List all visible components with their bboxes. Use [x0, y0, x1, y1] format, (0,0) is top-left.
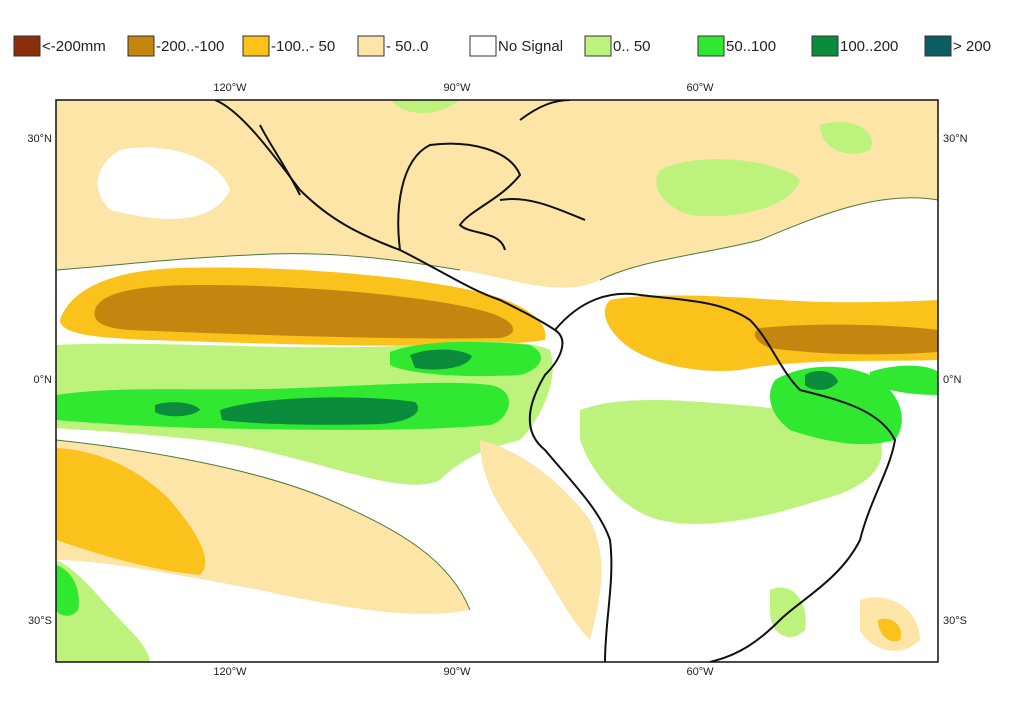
latitude-label: 0°N [34, 374, 53, 386]
wet-region [390, 100, 460, 114]
legend-swatch [469, 35, 497, 57]
dry-region [56, 448, 206, 575]
longitude-label: 120°W [213, 666, 247, 678]
contour [56, 253, 461, 271]
latitude-label: 0°N [943, 374, 962, 386]
latitude-label: 30°S [943, 615, 967, 627]
map-frame [55, 99, 939, 663]
wet-region [820, 121, 872, 154]
legend-label: 100..200 [840, 38, 898, 55]
latitude-label: 30°N [943, 133, 968, 145]
longitude-label: 90°W [443, 666, 471, 678]
coastline [214, 100, 613, 662]
legend-label: > 200 [953, 38, 991, 55]
legend-swatch [357, 35, 385, 57]
very-dry-region [754, 324, 938, 355]
dry-region [56, 440, 470, 614]
latitude-label: 30°S [28, 615, 52, 627]
longitude-label: 90°W [443, 82, 471, 94]
dry-region [480, 440, 602, 640]
legend-label: -100..- 50 [271, 38, 335, 55]
contour [56, 439, 471, 611]
coastline [554, 292, 897, 662]
wet-region [56, 560, 150, 662]
legend-label: -200..-100 [156, 38, 224, 55]
legend-label: 50..100 [726, 38, 776, 55]
dry-region [56, 100, 938, 288]
legend-swatch [584, 35, 612, 57]
wet-region [656, 159, 800, 217]
very-wet-region [155, 402, 200, 417]
very-wet-region [220, 397, 419, 425]
dry-region [878, 618, 901, 642]
longitude-label: 60°W [686, 666, 714, 678]
very-wet-region [410, 349, 472, 370]
legend-label: 0.. 50 [613, 38, 651, 55]
very-wet-region [805, 370, 838, 390]
coastline [499, 198, 586, 221]
contour [599, 197, 938, 281]
coastline [259, 124, 301, 196]
wet-region [870, 365, 938, 395]
legend-swatch [924, 35, 952, 57]
legend-label: - 50..0 [386, 38, 429, 55]
very-dry-region [94, 285, 514, 339]
legend-swatch [13, 35, 41, 57]
longitude-label: 120°W [213, 82, 247, 94]
legend-swatch [242, 35, 270, 57]
coastline [397, 142, 522, 251]
wet-region [770, 366, 902, 445]
wet-region [56, 565, 79, 616]
map-field [56, 100, 938, 662]
graticule-labels: 120°W 90°W 60°W 120°W 90°W 60°W 30°N 0°N 30°S 30°… [27, 82, 967, 678]
legend-swatch [127, 35, 155, 57]
legend: <-200mm -200..-100 -100..- 50 - 50..0 No Sig… [13, 35, 991, 57]
legend-label: No Signal [498, 38, 563, 55]
legend-swatch [697, 35, 725, 57]
legend-label: <-200mm [42, 38, 106, 55]
latitude-label: 30°N [27, 133, 52, 145]
longitude-label: 60°W [686, 82, 714, 94]
no-signal-area [97, 147, 230, 219]
legend-swatch [811, 35, 839, 57]
